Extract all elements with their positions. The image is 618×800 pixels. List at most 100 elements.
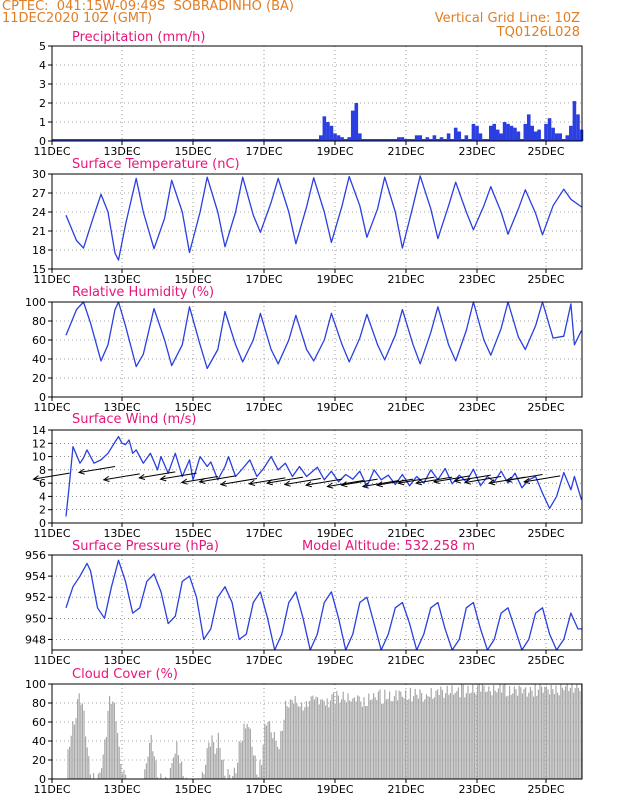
cloud-bar (280, 731, 282, 779)
wind-arrow-shaft (306, 478, 343, 486)
cloud-bar (449, 693, 451, 779)
wind-arrow-shaft (160, 472, 197, 480)
x-tick-label: 13DEC (103, 527, 140, 540)
cloud-bar (488, 686, 490, 779)
cloud-bar (371, 699, 373, 779)
cloud-bar (467, 686, 469, 779)
precip-bar (432, 135, 437, 141)
cloud-bar (579, 690, 581, 779)
cloud-bar (153, 756, 155, 779)
wind-arrow-head (432, 477, 440, 484)
precip-bar (554, 133, 559, 141)
cloud-bar (125, 774, 127, 779)
cloud-bar (539, 684, 541, 779)
cloud-bar (317, 697, 319, 779)
cloud-bar (462, 684, 464, 779)
cloud-bar (261, 765, 263, 779)
cloud-bar (165, 777, 167, 779)
model-altitude: Model Altitude: 532.258 m (302, 539, 475, 554)
panel-frame (51, 429, 583, 524)
cloud-bar (568, 691, 570, 779)
precip-bar (516, 131, 521, 141)
cloud-bar (302, 710, 304, 779)
precip-bar (329, 125, 334, 141)
cloud-bar (299, 706, 301, 779)
wind-arrow-shaft (398, 476, 435, 484)
cloud-bar (86, 747, 88, 779)
cloud-bar (109, 695, 111, 779)
wind-arrow (361, 479, 399, 489)
cloud-bar (219, 747, 221, 779)
wind-arrow (219, 477, 257, 487)
precip-bar (509, 125, 514, 141)
cloud-bar (334, 703, 336, 779)
cloud-bar (389, 691, 391, 779)
wind-arrow-head (453, 477, 461, 484)
panel-title: Relative Humidity (%) (72, 285, 214, 300)
cloud-bar (81, 703, 83, 779)
cloud-bar (211, 735, 213, 779)
cloud-bar (171, 762, 173, 779)
cloud-bar (88, 756, 90, 779)
precip-bar (489, 125, 493, 141)
wind-arrow-head (415, 479, 423, 486)
x-tick-label: 25DEC (527, 401, 564, 414)
cloud-bar (457, 687, 459, 779)
cloud-bar (398, 690, 400, 779)
rh-line (65, 301, 583, 370)
cloud-bar (544, 686, 546, 779)
wind-arrow-shaft (416, 476, 453, 484)
cloud-bar (377, 691, 379, 779)
precip-bar (502, 122, 507, 141)
wind-arrow-head (198, 477, 206, 484)
cloud-bar (513, 686, 515, 779)
precip-bar (569, 125, 573, 141)
wind-arrow-shaft (377, 478, 414, 486)
cloud-bar (176, 741, 178, 779)
precip-bar (471, 123, 476, 141)
cloud-bar (155, 760, 157, 779)
cloud-bar (387, 698, 389, 779)
cloud-bar (120, 764, 122, 779)
cloud-bar (494, 690, 496, 779)
y-tick-label: 80 (32, 315, 46, 328)
y-tick-label: 80 (32, 697, 46, 710)
cloud-bar (425, 694, 427, 779)
cloud-bar (360, 701, 362, 779)
cloud-bar (97, 773, 99, 779)
cloud-bar (541, 686, 543, 779)
panel-title: Precipitation (mm/h) (72, 30, 205, 45)
cloud-bar (294, 695, 296, 779)
precip-bar (347, 137, 351, 141)
precip-bar (418, 135, 422, 141)
header-model-code: TQ0126L028 (496, 25, 580, 40)
precip-bar (537, 129, 541, 141)
cloud-bar (379, 689, 381, 779)
cloud-bar (501, 692, 503, 779)
y-tick-label: 40 (32, 735, 46, 748)
y-tick-label: 10 (32, 451, 46, 464)
cloud-bar (201, 771, 203, 779)
precip-bar (397, 137, 401, 141)
cloud-bar (224, 775, 226, 779)
y-tick-label: 8 (39, 464, 46, 477)
cloud-bar (328, 707, 330, 779)
panel-frame (51, 301, 583, 398)
cloud-bar (547, 689, 549, 779)
cloud-bar (257, 777, 259, 779)
x-tick-label: 25DEC (527, 273, 564, 286)
y-tick-label: 20 (32, 754, 46, 767)
wind-arrow-shaft (199, 475, 236, 483)
wind-arrow (198, 475, 236, 484)
x-tick-label: 11DEC (33, 527, 70, 540)
cloud-bar (461, 684, 463, 779)
cloud-bar (110, 703, 112, 779)
x-tick-label: 19DEC (316, 527, 353, 540)
cloud-bar (105, 736, 107, 779)
panel-frame (51, 554, 583, 651)
x-tick-label: 21DEC (387, 527, 424, 540)
precip-bar (565, 135, 570, 141)
cloud-bar (291, 699, 293, 779)
cloud-bar (235, 773, 237, 779)
cloud-bar (145, 763, 147, 779)
